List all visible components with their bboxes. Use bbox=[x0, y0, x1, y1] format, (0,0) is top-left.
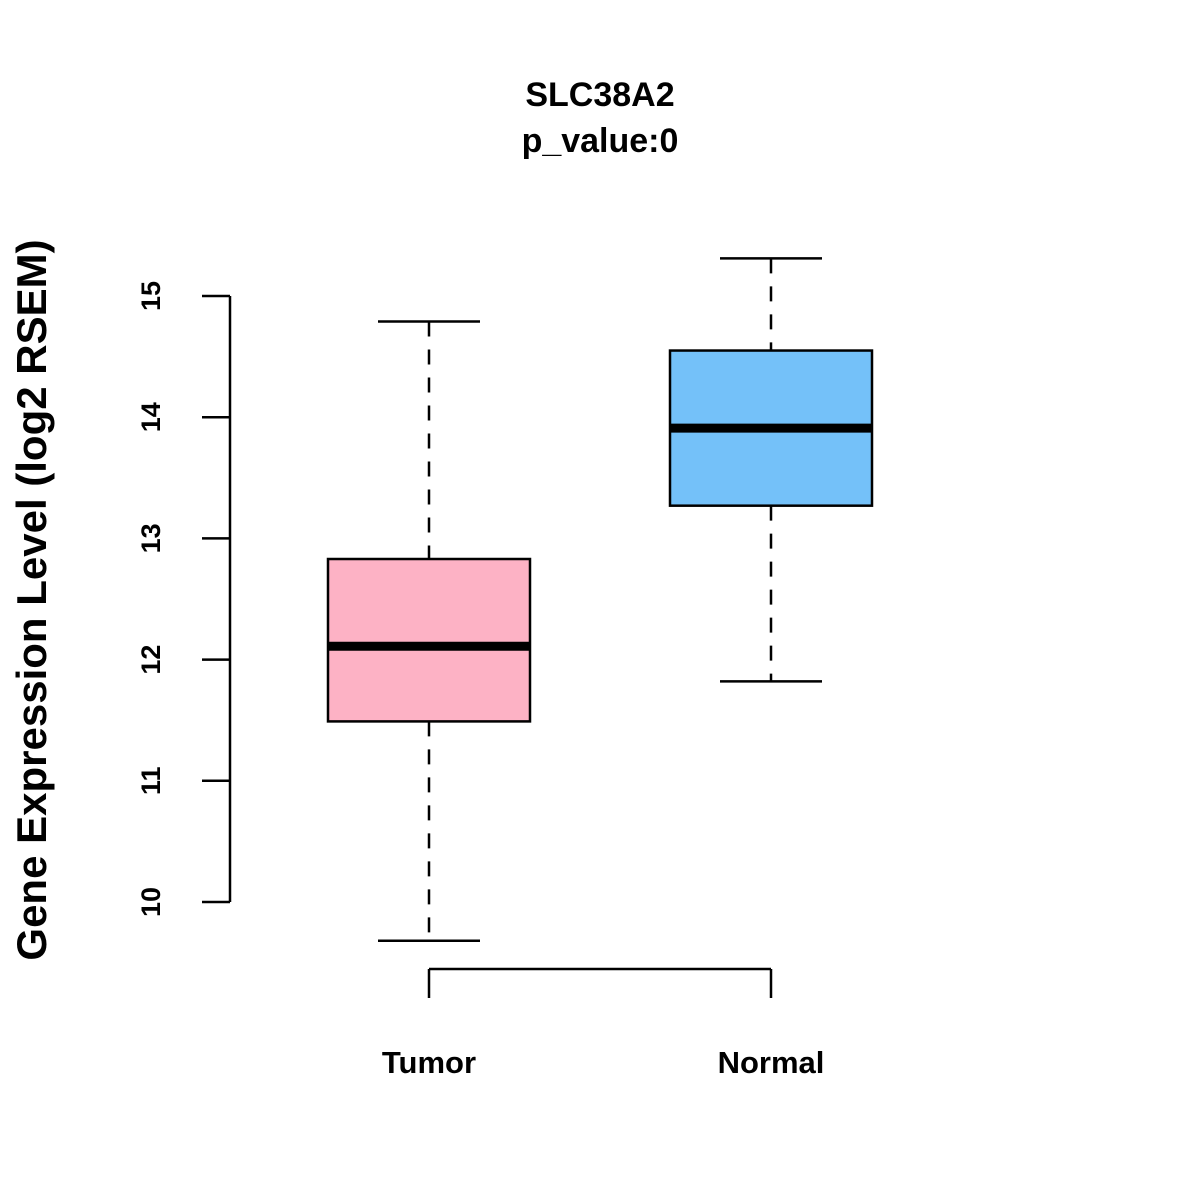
y-tick-label: 11 bbox=[136, 767, 166, 796]
y-axis: 10 11 12 13 14 15 bbox=[136, 281, 232, 917]
x-tick-label-normal: Normal bbox=[718, 1045, 825, 1080]
chart-subtitle: p_value:0 bbox=[522, 122, 679, 160]
y-tick-label: 15 bbox=[136, 281, 166, 311]
box-tumor bbox=[326, 320, 532, 943]
y-tick-label: 12 bbox=[136, 645, 166, 675]
y-axis-label: Gene Expression Level (log2 RSEM) bbox=[8, 239, 55, 960]
boxes bbox=[326, 257, 874, 943]
y-tick-label: 10 bbox=[136, 887, 166, 917]
y-tick-label: 13 bbox=[136, 523, 166, 553]
chart-title: SLC38A2 bbox=[525, 76, 674, 114]
box-normal bbox=[668, 257, 874, 683]
x-axis: Tumor Normal bbox=[382, 967, 825, 1080]
iqr-box bbox=[326, 557, 532, 723]
y-tick-label: 14 bbox=[136, 402, 166, 432]
x-tick-label-tumor: Tumor bbox=[382, 1045, 476, 1080]
